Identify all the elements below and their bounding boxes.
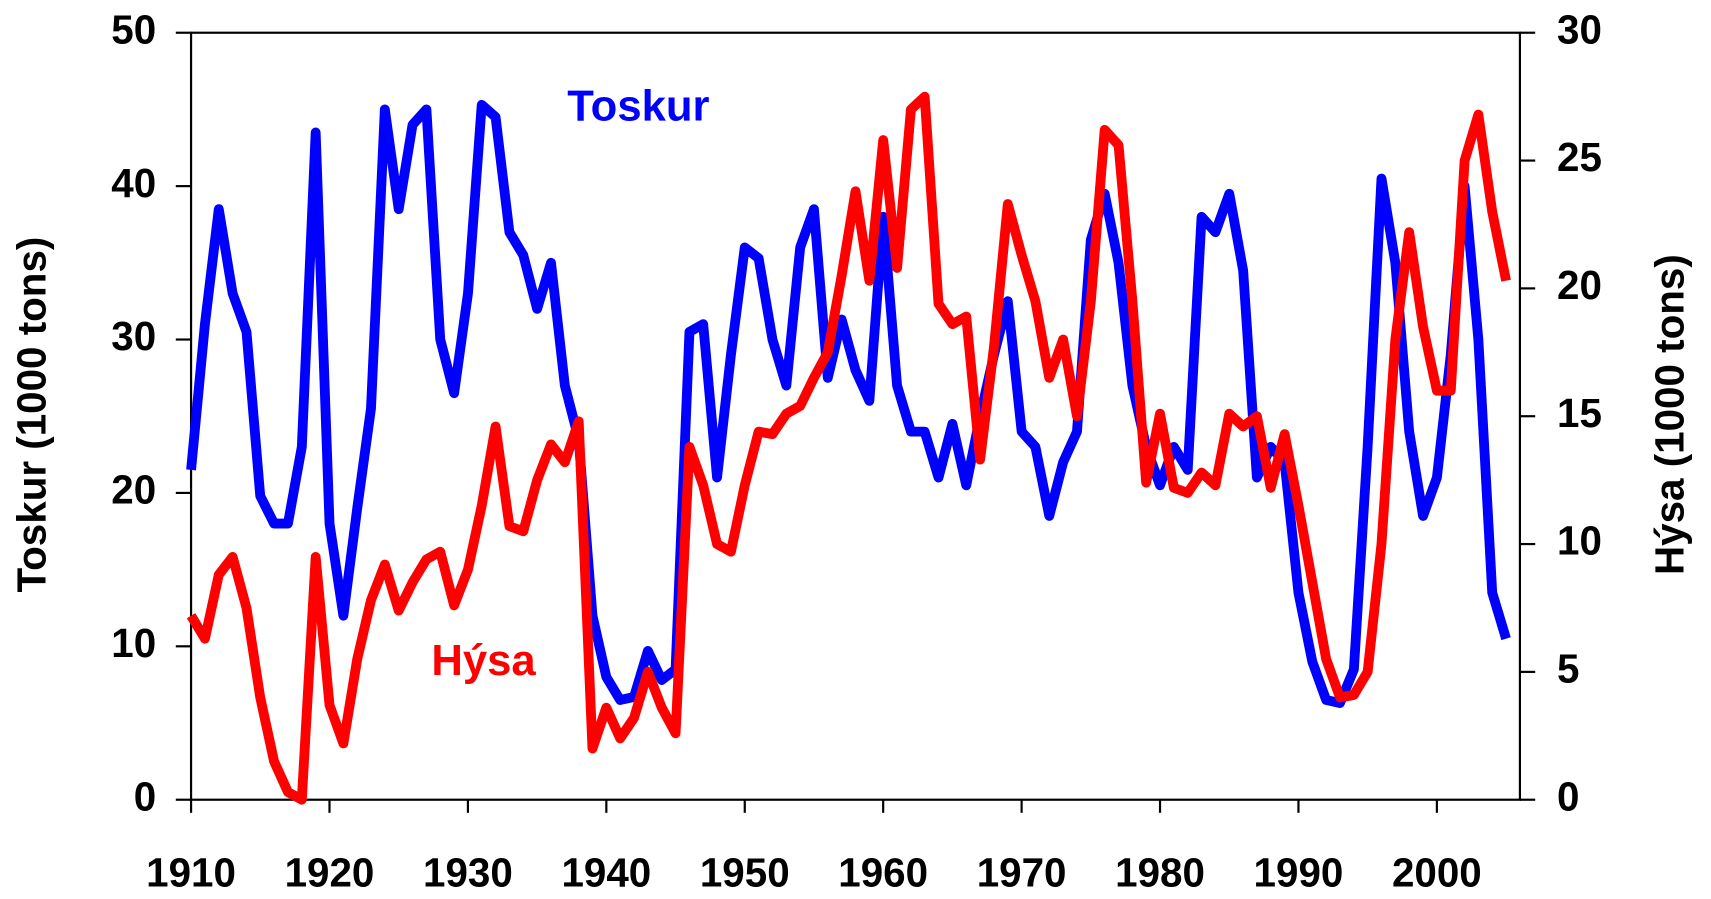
series-annotation: Toskur	[567, 82, 709, 131]
x-tick-label: 1910	[146, 850, 236, 896]
x-tick-label: 1950	[700, 850, 790, 896]
y2-tick-label: 15	[1557, 390, 1602, 436]
y2-axis-label: Hýsa (1000 tons)	[1646, 254, 1692, 575]
y2-tick-label: 30	[1557, 6, 1602, 52]
y2-tick-label: 25	[1557, 134, 1602, 180]
y-tick-label: 30	[111, 313, 156, 359]
y-tick-label: 10	[111, 620, 156, 666]
series-line	[186, 99, 1511, 708]
y-tick-label: 20	[111, 467, 156, 513]
y2-tick-label: 5	[1557, 646, 1579, 692]
y-tick-label: 50	[111, 6, 156, 52]
x-tick-label: 1920	[285, 850, 375, 896]
x-tick-label: 1940	[561, 850, 651, 896]
y-tick-label: 40	[111, 160, 156, 206]
x-tick-label: 1960	[838, 850, 928, 896]
y-tick-label: 0	[134, 773, 156, 819]
x-tick-label: 1930	[423, 850, 513, 896]
y2-tick-label: 10	[1557, 518, 1602, 564]
x-tick-label: 1970	[977, 850, 1067, 896]
y2-tick-label: 20	[1557, 262, 1602, 308]
x-tick-label: 2000	[1392, 850, 1482, 896]
y-axis-label: Toskur (1000 tons)	[9, 237, 55, 593]
x-tick-label: 1990	[1254, 850, 1344, 896]
y2-tick-label: 0	[1557, 773, 1579, 819]
x-tick-label: 1980	[1115, 850, 1205, 896]
series-line	[186, 91, 1511, 805]
series-annotation: Hýsa	[431, 636, 536, 685]
